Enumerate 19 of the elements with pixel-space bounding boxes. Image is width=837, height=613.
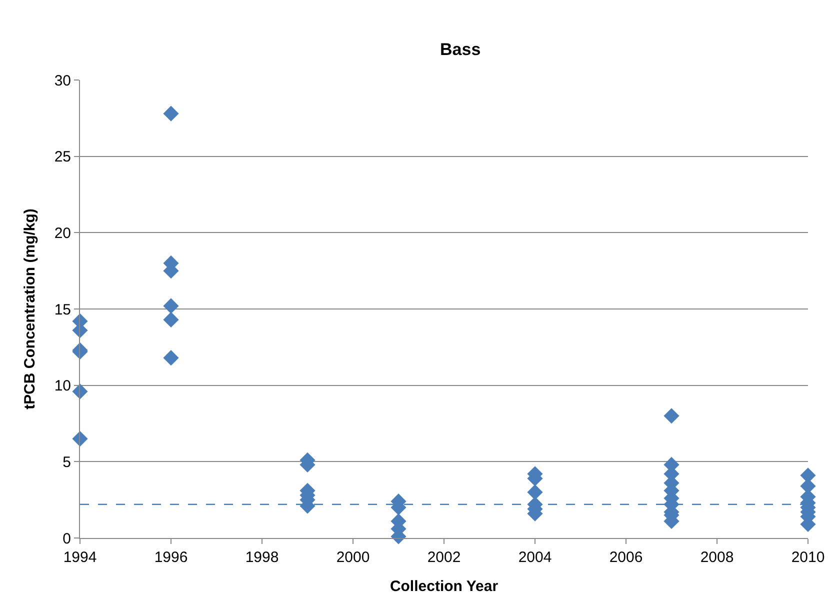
y-tick-label: 5 bbox=[62, 454, 71, 471]
y-tick-label: 10 bbox=[54, 378, 71, 395]
y-tick-label: 25 bbox=[54, 148, 71, 166]
chart-title: Bass bbox=[440, 40, 481, 59]
y-tick-label: 0 bbox=[62, 530, 71, 548]
x-tick-label: 2008 bbox=[700, 549, 734, 566]
x-axis-title: Collection Year bbox=[390, 578, 498, 595]
y-axis-title: tPCB Concentration (mg/kg) bbox=[22, 208, 39, 410]
x-tick-label: 1998 bbox=[245, 549, 279, 566]
x-tick-label: 2002 bbox=[427, 549, 461, 566]
x-tick-label: 1994 bbox=[63, 549, 97, 566]
y-tick-label: 20 bbox=[54, 224, 71, 242]
y-tick-label: 30 bbox=[54, 72, 71, 90]
x-tick-label: 2010 bbox=[791, 549, 825, 566]
x-tick-label: 2000 bbox=[336, 549, 370, 566]
x-tick-label: 2004 bbox=[518, 549, 552, 566]
y-tick-label: 15 bbox=[54, 301, 71, 318]
x-tick-label: 1996 bbox=[154, 549, 188, 566]
x-tick-label: 2006 bbox=[609, 549, 643, 566]
